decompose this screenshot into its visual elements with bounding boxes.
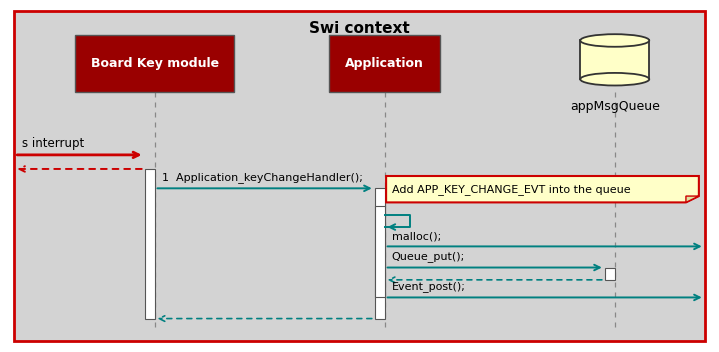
Ellipse shape bbox=[580, 73, 649, 86]
FancyBboxPatch shape bbox=[375, 188, 385, 319]
FancyBboxPatch shape bbox=[75, 35, 234, 92]
Polygon shape bbox=[686, 196, 699, 202]
Text: Queue_put();: Queue_put(); bbox=[392, 251, 465, 262]
Text: Add APP_KEY_CHANGE_EVT into the queue: Add APP_KEY_CHANGE_EVT into the queue bbox=[392, 184, 631, 195]
Text: 2  Application_enqueueMsg();: 2 Application_enqueueMsg(); bbox=[392, 190, 558, 201]
Text: malloc();: malloc(); bbox=[392, 231, 441, 241]
FancyBboxPatch shape bbox=[375, 206, 385, 297]
FancyBboxPatch shape bbox=[605, 268, 615, 280]
FancyBboxPatch shape bbox=[14, 11, 705, 341]
Polygon shape bbox=[386, 176, 699, 202]
Text: s interrupt: s interrupt bbox=[22, 137, 84, 150]
Text: 1  Application_keyChangeHandler();: 1 Application_keyChangeHandler(); bbox=[162, 172, 362, 183]
FancyBboxPatch shape bbox=[329, 35, 440, 92]
Text: Event_post();: Event_post(); bbox=[392, 281, 466, 292]
Text: Application: Application bbox=[345, 57, 424, 70]
Polygon shape bbox=[580, 40, 649, 79]
Text: appMsgQueue: appMsgQueue bbox=[569, 100, 660, 113]
Ellipse shape bbox=[580, 34, 649, 47]
Text: Board Key module: Board Key module bbox=[91, 57, 219, 70]
Text: Swi context: Swi context bbox=[309, 21, 410, 36]
FancyBboxPatch shape bbox=[145, 169, 155, 319]
